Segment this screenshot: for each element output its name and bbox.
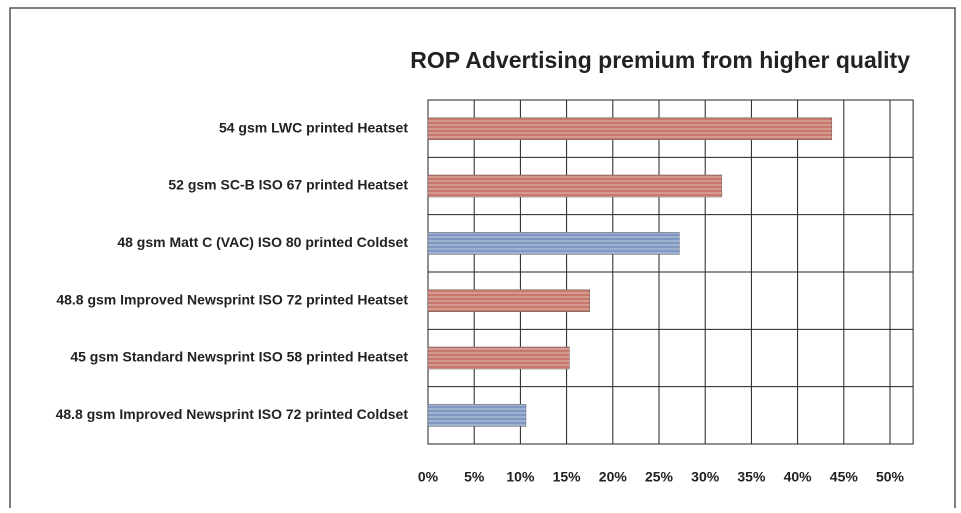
bar-stripes <box>428 289 590 312</box>
y-tick-label: 52 gsm SC-B ISO 67 printed Heatset <box>168 177 408 193</box>
bar-stripes <box>428 404 526 427</box>
x-tick-label: 30% <box>691 469 720 485</box>
y-tick-label: 48.8 gsm Improved Newsprint ISO 72 print… <box>56 406 409 422</box>
bar-stripes <box>428 117 832 140</box>
y-tick-label: 48 gsm Matt C (VAC) ISO 80 printed Colds… <box>117 234 408 250</box>
bar-stripes <box>428 347 570 369</box>
x-tick-label: 0% <box>418 469 439 485</box>
bar-stripes <box>428 232 680 255</box>
x-tick-label: 5% <box>464 469 485 485</box>
x-tick-label: 25% <box>645 469 674 485</box>
x-tick-label: 20% <box>599 469 628 485</box>
x-tick-label: 50% <box>876 469 905 485</box>
y-tick-label: 48.8 gsm Improved Newsprint ISO 72 print… <box>56 291 408 307</box>
x-tick-label: 45% <box>830 469 859 485</box>
y-tick-label: 45 gsm Standard Newsprint ISO 58 printed… <box>70 349 408 365</box>
x-tick-label: 40% <box>784 469 813 485</box>
x-tick-label: 10% <box>506 469 535 485</box>
bar-stripes <box>428 175 722 197</box>
x-tick-label: 15% <box>553 469 582 485</box>
y-tick-label: 54 gsm LWC printed Heatset <box>219 119 408 135</box>
chart-title: ROP Advertising premium from higher qual… <box>410 47 910 73</box>
x-tick-label: 35% <box>737 469 766 485</box>
